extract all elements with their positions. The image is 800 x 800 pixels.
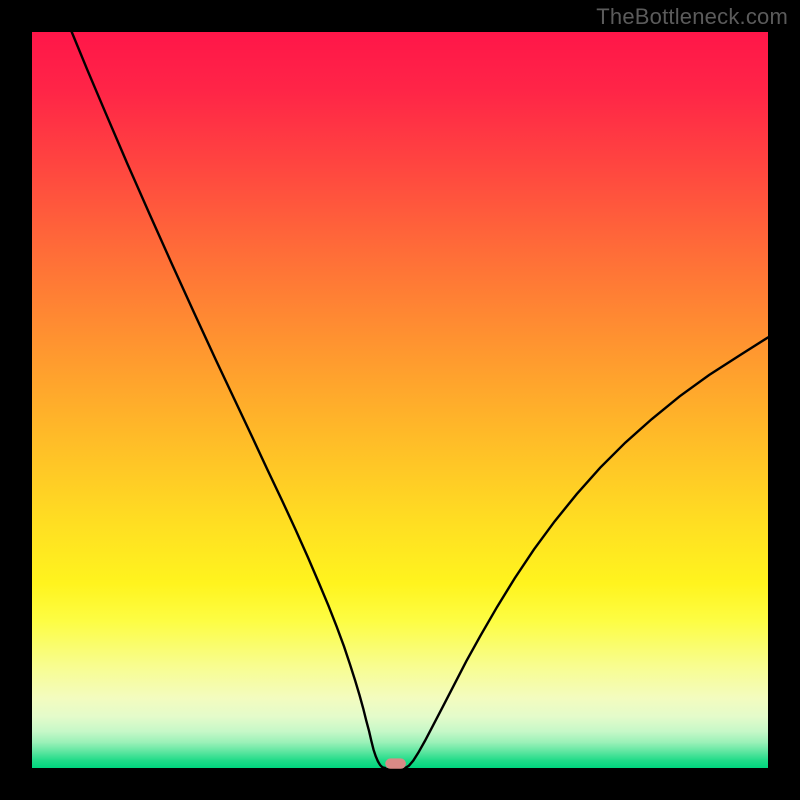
chart-stage: TheBottleneck.com [0,0,800,800]
plot-background [32,32,768,768]
optimum-marker [385,758,406,768]
bottleneck-chart [0,0,800,800]
